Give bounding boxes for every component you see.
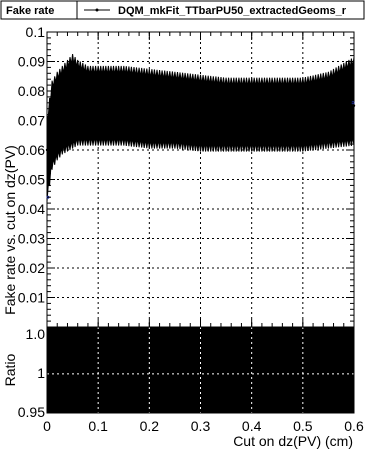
data-point bbox=[61, 107, 64, 110]
ratio-x-ticks: 0 0.1 0.2 0.3 0.4 0.5 0.6 bbox=[43, 418, 364, 434]
y-tick-label: 0.04 bbox=[18, 201, 45, 217]
x-axis-title: Cut on dz(PV) (cm) bbox=[233, 433, 353, 449]
x-tick-label: 0.6 bbox=[344, 418, 364, 434]
y-tick-label: 0.1 bbox=[26, 24, 46, 40]
data-point bbox=[56, 113, 59, 116]
top-error-band bbox=[46, 54, 355, 202]
data-point bbox=[96, 101, 100, 105]
ratio-y-axis-title: Ratio bbox=[2, 353, 18, 386]
top-grid bbox=[47, 32, 354, 327]
data-point bbox=[224, 113, 228, 116]
data-point bbox=[66, 104, 69, 107]
ratio-y-tick-label: 1.0 bbox=[26, 326, 46, 342]
data-point bbox=[71, 101, 74, 105]
data-point bbox=[76, 101, 79, 105]
data-point bbox=[86, 101, 90, 105]
data-point bbox=[199, 113, 202, 116]
x-tick-label: 0.4 bbox=[242, 418, 262, 434]
data-point bbox=[122, 104, 125, 107]
legend-box bbox=[76, 0, 365, 20]
data-point bbox=[352, 104, 356, 107]
legend-entry-label: DQM_mkFit_TTbarPU50_extractedGeoms_r bbox=[118, 5, 347, 17]
x-tick-label: 0.5 bbox=[293, 418, 313, 434]
ratio-grid bbox=[47, 327, 354, 413]
x-tick-label: 0.1 bbox=[88, 418, 108, 434]
ratio-y-tick-label: 0.95 bbox=[18, 404, 45, 420]
y-tick-label: 0.09 bbox=[18, 54, 45, 70]
y-tick-label: 0.07 bbox=[18, 113, 45, 129]
y-axis-title: Fake rate vs. cut on dz(PV) bbox=[2, 145, 18, 315]
x-tick-label: 0 bbox=[43, 418, 51, 434]
data-point bbox=[301, 113, 305, 116]
y-tick-label: 0.05 bbox=[18, 172, 45, 188]
y-tick-label: 0.06 bbox=[18, 142, 45, 158]
data-point bbox=[250, 113, 253, 116]
top-y-ticks: 0.01 0.02 0.03 0.04 0.05 0.06 0.07 0.08 0.09 0.1 bbox=[18, 24, 354, 322]
y-tick-label: 0.02 bbox=[18, 260, 45, 276]
error-band bbox=[46, 54, 355, 202]
ratio-y-ticks: 0.95 1 1.0 bbox=[18, 326, 45, 420]
x-tick-label: 0.2 bbox=[140, 418, 160, 434]
ratio-y-tick-label: 1 bbox=[37, 365, 45, 381]
data-point bbox=[81, 101, 85, 105]
data-point bbox=[327, 110, 330, 113]
ratio-fill-rect bbox=[47, 327, 354, 413]
ratio-fill bbox=[47, 327, 354, 413]
y-tick-label: 0.08 bbox=[18, 83, 45, 99]
top-x-ticks bbox=[46, 32, 355, 327]
ratio-plot-frame bbox=[46, 326, 355, 414]
data-point bbox=[173, 110, 177, 113]
chart-title: Fake rate bbox=[6, 5, 54, 17]
x-tick-label: 0.3 bbox=[191, 418, 211, 434]
y-tick-label: 0.01 bbox=[18, 290, 45, 306]
data-point bbox=[148, 107, 151, 110]
legend-point-marker bbox=[95, 8, 99, 12]
y-tick-label: 0.03 bbox=[18, 231, 45, 247]
data-point bbox=[276, 113, 279, 116]
